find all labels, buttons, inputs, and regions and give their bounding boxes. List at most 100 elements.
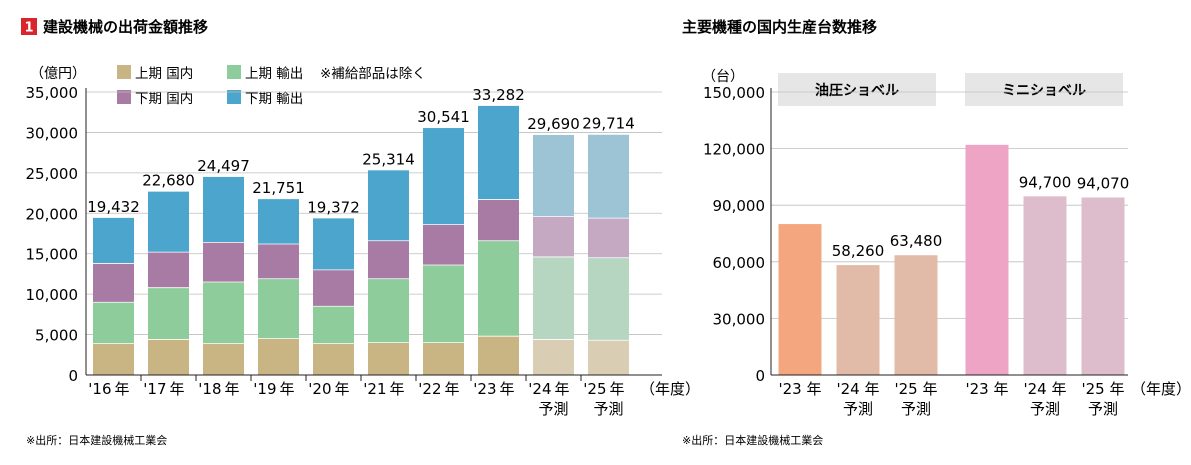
bar-segment-2 <box>533 256 574 340</box>
bar-total-label: 22,680 <box>142 172 195 190</box>
left-x-label-year: '22 <box>418 380 441 398</box>
right-source-note: ※出所：日本建設機械工業会 <box>682 433 823 447</box>
production-value-label: 94,070 <box>1077 175 1130 193</box>
right-y-tick: 150,000 <box>703 84 765 102</box>
bar-total-label: 19,372 <box>307 198 360 216</box>
right-x-label-year: '24 年 <box>1024 380 1067 398</box>
production-bar <box>965 144 1009 375</box>
left-x-label-suffix: 年 <box>280 380 295 398</box>
right-y-tick: 0 <box>755 367 765 385</box>
left-y-tick: 25,000 <box>26 165 79 183</box>
right-x-label-year: '25 年 <box>1082 380 1125 398</box>
bar-segment-3 <box>368 240 409 279</box>
bar-segment-1 <box>478 336 519 375</box>
right-x-label-forecast: 予測 <box>1088 400 1118 418</box>
bar-segment-2 <box>368 278 409 343</box>
right-gridlines <box>771 91 1128 319</box>
bar-total-label: 29,690 <box>527 115 580 133</box>
left-x-label-year: '17 <box>143 380 166 398</box>
left-x-label-forecast: 予測 <box>538 400 568 418</box>
production-bar <box>1023 196 1067 375</box>
bar-segment-4 <box>423 128 464 225</box>
left-axis: 0 5,000 10,000 15,000 20,000 25,000 30,000 35,0… <box>26 84 701 418</box>
bar-segment-4 <box>258 199 299 245</box>
production-value-label: 63,480 <box>890 232 943 250</box>
left-x-label-suffix: 年 <box>500 380 515 398</box>
right-y-tick: 120,000 <box>703 141 765 159</box>
bar-segment-1 <box>93 343 134 375</box>
production-value-label: 94,700 <box>1019 173 1072 191</box>
left-y-tick: 5,000 <box>35 327 78 345</box>
left-legend: 上期 国内 上期 輸出 ※補給部品は除く 下期 国内 下期 輸出 <box>117 65 426 107</box>
left-x-label-year: '23 <box>473 380 496 398</box>
bar-segment-3 <box>313 269 354 307</box>
left-y-tick: 30,000 <box>26 124 79 142</box>
left-x-label-suffix: 年 <box>445 380 460 398</box>
left-y-tick: 15,000 <box>26 246 79 264</box>
right-y-tick: 90,000 <box>713 197 766 215</box>
bar-segment-4 <box>588 134 629 219</box>
bar-segment-1 <box>368 342 409 375</box>
left-x-label-year: '25 <box>583 380 606 398</box>
left-x-label-suffix: 年 <box>555 380 570 398</box>
bar-segment-1 <box>533 339 574 375</box>
bar-segment-3 <box>533 216 574 257</box>
right-bars: 58,260 63,480 94,700 94,070 <box>778 144 1130 375</box>
legend-label-h1-domestic: 上期 国内 <box>135 66 193 82</box>
left-x-label-year: '21 <box>363 380 386 398</box>
right-x-label-forecast: 予測 <box>901 400 931 418</box>
bar-segment-1 <box>423 342 464 375</box>
left-y-tick: 10,000 <box>26 286 79 304</box>
bar-segment-1 <box>148 339 189 375</box>
production-bar <box>894 255 938 375</box>
left-x-label-forecast: 予測 <box>593 400 623 418</box>
legend-swatch-h1-domestic <box>117 65 131 79</box>
bar-segment-2 <box>423 265 464 343</box>
bar-segment-4 <box>478 105 519 200</box>
bar-total-label: 29,714 <box>582 115 635 133</box>
legend-swatch-h1-export <box>227 65 241 79</box>
legend-swatch-h2-domestic <box>117 90 131 104</box>
group-label-bg-mini <box>965 73 1123 106</box>
right-x-label-forecast: 予測 <box>1030 400 1060 418</box>
bar-total-label: 21,751 <box>252 179 305 197</box>
production-value-label: 58,260 <box>832 242 885 260</box>
bar-segment-1 <box>313 343 354 375</box>
bar-segment-1 <box>203 343 244 375</box>
right-x-label-year: '24 年 <box>837 380 880 398</box>
right-y-unit: （台） <box>702 69 744 85</box>
bar-segment-2 <box>258 278 299 339</box>
left-x-label-suffix: 年 <box>335 380 350 398</box>
bar-segment-3 <box>478 199 519 241</box>
bar-segment-3 <box>148 252 189 288</box>
left-source-note: ※出所：日本建設機械工業会 <box>26 433 167 447</box>
right-y-tick: 60,000 <box>713 254 766 272</box>
right-x-label-year: '23 年 <box>779 380 822 398</box>
bar-segment-2 <box>148 287 189 340</box>
bar-total-label: 25,314 <box>362 150 415 168</box>
bar-segment-3 <box>423 224 464 266</box>
left-chart-title: 建設機械の出荷金額推移 <box>43 18 208 36</box>
left-y-tick: 35,000 <box>26 84 79 102</box>
bar-segment-3 <box>93 263 134 303</box>
production-bar <box>1081 197 1125 375</box>
left-x-label-suffix: 年 <box>115 380 130 398</box>
left-y-tick: 20,000 <box>26 205 79 223</box>
left-x-label-suffix: 年 <box>170 380 185 398</box>
production-bar <box>836 265 880 375</box>
right-x-label-year: '25 年 <box>895 380 938 398</box>
bar-segment-1 <box>258 338 299 375</box>
left-y-tick: 0 <box>68 367 78 385</box>
legend-label-h2-export: 下期 輸出 <box>245 91 303 107</box>
group-label-mini: ミニショベル <box>1002 83 1086 99</box>
bar-segment-4 <box>368 170 409 241</box>
left-x-label-year: '18 <box>198 380 221 398</box>
bar-total-label: 30,541 <box>417 108 470 126</box>
right-axis: 0 30,000 60,000 90,000 120,000 150,000 '23 年 '2… <box>703 84 1191 418</box>
number-badge: 1 <box>24 21 33 36</box>
legend-label-h1-export: 上期 輸出 <box>245 66 303 82</box>
bar-segment-2 <box>588 257 629 341</box>
legend-label-h2-domestic: 下期 国内 <box>135 91 193 107</box>
bar-segment-4 <box>203 176 244 243</box>
